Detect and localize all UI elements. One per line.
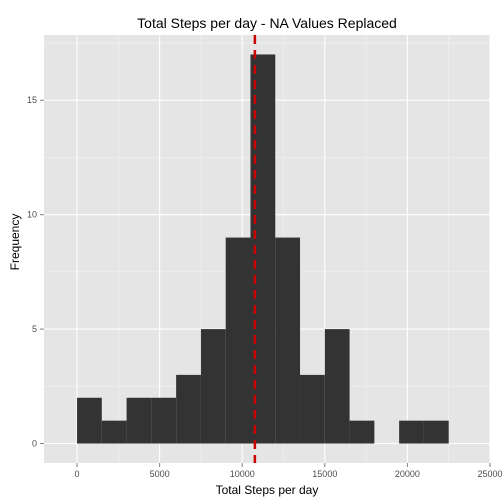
histogram-bar xyxy=(225,237,251,444)
x-tick-label: 0 xyxy=(75,469,80,479)
chart-title: Total Steps per day - NA Values Replaced xyxy=(137,15,397,31)
histogram-bar xyxy=(349,420,375,444)
histogram-bar xyxy=(126,397,152,444)
x-axis-title: Total Steps per day xyxy=(216,483,319,497)
x-tick-label: 5000 xyxy=(150,469,170,479)
y-axis: 0 5 10 15 xyxy=(27,95,44,449)
x-axis: 0 5000 10000 15000 20000 25000 xyxy=(75,463,503,479)
histogram-bar xyxy=(101,420,127,444)
histogram-bar xyxy=(399,420,424,444)
histogram-bar xyxy=(77,397,102,444)
x-tick-label: 15000 xyxy=(312,469,337,479)
y-tick-label: 0 xyxy=(32,439,37,449)
histogram-bars xyxy=(77,54,449,444)
histogram-bar xyxy=(200,329,226,444)
y-axis-title: Frequency xyxy=(8,214,22,271)
histogram-bar xyxy=(151,397,177,444)
histogram-bar xyxy=(300,374,325,444)
x-tick-label: 10000 xyxy=(230,469,255,479)
histogram-bar xyxy=(423,420,449,444)
x-tick-label: 25000 xyxy=(477,469,502,479)
histogram-bar xyxy=(176,374,201,444)
x-tick-label: 20000 xyxy=(395,469,420,479)
y-tick-label: 5 xyxy=(32,324,37,334)
histogram-bar xyxy=(324,329,350,444)
histogram-bar xyxy=(275,237,301,444)
y-tick-label: 15 xyxy=(27,95,37,105)
y-tick-label: 10 xyxy=(27,210,37,220)
